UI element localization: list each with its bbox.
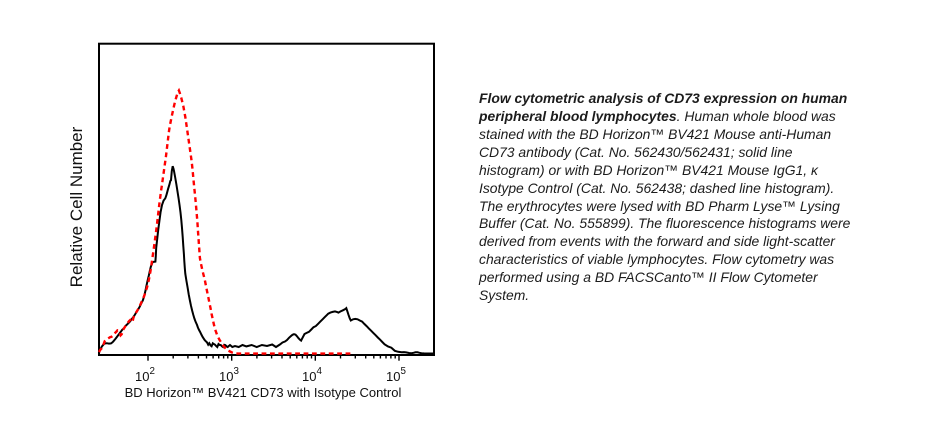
- svg-text:BD Horizon™ BV421 CD73 with Is: BD Horizon™ BV421 CD73 with Isotype Cont…: [125, 385, 402, 400]
- svg-text:102: 102: [135, 366, 155, 384]
- svg-text:103: 103: [219, 366, 239, 384]
- svg-text:Relative Cell Number: Relative Cell Number: [67, 126, 86, 287]
- svg-text:105: 105: [386, 366, 406, 384]
- svg-text:104: 104: [302, 366, 322, 384]
